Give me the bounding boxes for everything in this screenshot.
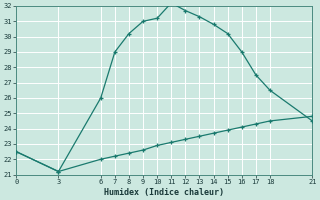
X-axis label: Humidex (Indice chaleur): Humidex (Indice chaleur): [104, 188, 224, 197]
